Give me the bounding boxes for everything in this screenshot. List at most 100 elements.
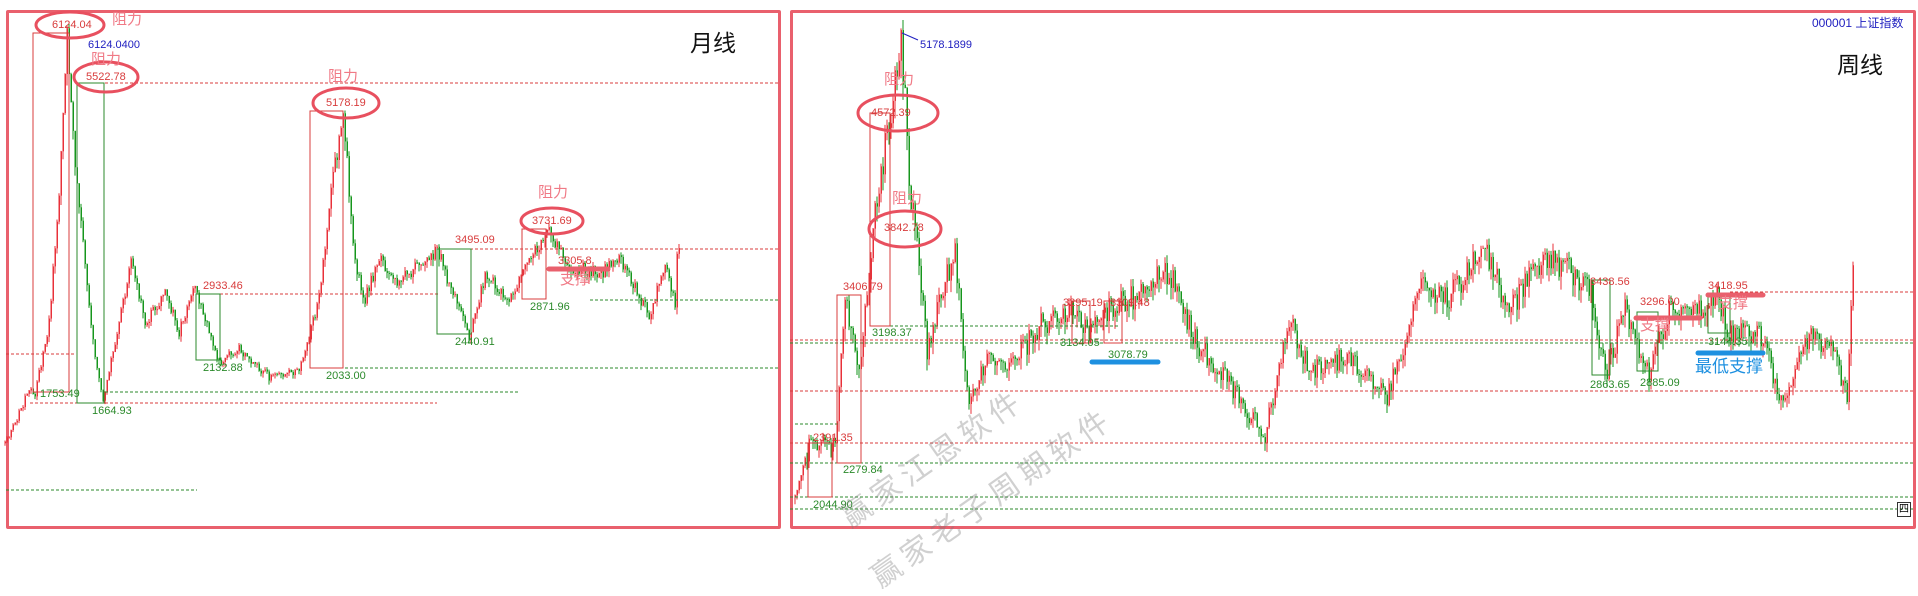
candle-body <box>1476 262 1478 264</box>
candle-body <box>230 351 232 355</box>
candle-body <box>1844 380 1846 384</box>
candle-body <box>1338 349 1340 371</box>
candle-body <box>1108 298 1110 322</box>
candle-body <box>52 266 54 301</box>
candle-body <box>952 262 954 264</box>
candle-body <box>1846 383 1848 403</box>
candle-body <box>206 321 208 323</box>
candle-body <box>1220 371 1222 381</box>
candle-body <box>1536 265 1538 267</box>
candle-body <box>1194 329 1196 344</box>
candle-body <box>1158 266 1160 280</box>
candle-body <box>1104 307 1106 313</box>
candle-body <box>1030 330 1032 336</box>
candle-body <box>540 239 542 250</box>
candle-body <box>1630 322 1632 330</box>
candle-body <box>42 351 44 367</box>
candle-body <box>58 195 60 222</box>
level-label: 2391.35 <box>813 432 853 444</box>
candle-body <box>1036 334 1038 341</box>
candle-body <box>60 151 62 196</box>
candle-body <box>494 277 496 289</box>
resistance-value: 3731.69 <box>532 215 572 227</box>
candle-body <box>1414 298 1416 305</box>
candle-body <box>972 388 974 397</box>
candle-body <box>1790 386 1792 388</box>
candle-body <box>1320 361 1322 374</box>
candle-body <box>894 70 896 101</box>
candle-body <box>1352 355 1354 367</box>
period-button[interactable]: 四 <box>1897 502 1911 517</box>
candle-body <box>128 268 130 284</box>
candle-body <box>1012 356 1014 359</box>
candle-body <box>1842 380 1844 386</box>
candle-body <box>1658 331 1660 343</box>
candle-body <box>1374 386 1376 389</box>
candle-body <box>306 342 308 351</box>
candle-body <box>626 265 628 271</box>
candle-body <box>288 369 290 373</box>
candle-body <box>1256 413 1258 428</box>
candle-body <box>820 441 822 446</box>
candle-body <box>1516 294 1518 310</box>
candle-body <box>368 287 370 292</box>
candle-body <box>472 319 474 333</box>
candle-body <box>1430 290 1432 298</box>
candle-body <box>1364 370 1366 376</box>
candle-body <box>960 288 962 320</box>
candle-body <box>1454 279 1456 281</box>
candle-body <box>816 441 818 451</box>
level-label: 3296.00 <box>1640 296 1680 308</box>
candle-body <box>982 366 984 376</box>
candle-body <box>22 407 24 409</box>
candle-body <box>184 317 186 322</box>
candle-body <box>1748 325 1750 337</box>
candle-body <box>1126 303 1128 312</box>
candle-body <box>1850 305 1852 354</box>
candle-body <box>618 255 620 263</box>
candle-body <box>1540 265 1542 275</box>
candle-body <box>280 372 282 375</box>
candle-body <box>1400 359 1402 361</box>
candle-body <box>1644 363 1646 367</box>
candle-body <box>1168 277 1170 285</box>
candle-body <box>1114 310 1116 317</box>
candle-body <box>1412 304 1414 322</box>
candle-body <box>106 380 108 392</box>
candle-body <box>992 354 994 362</box>
candle-body <box>918 237 920 266</box>
candle-body <box>528 258 530 263</box>
candle-body <box>964 350 966 372</box>
candle-body <box>800 475 802 482</box>
candle-body <box>616 260 618 263</box>
candle-body <box>1402 355 1404 360</box>
highlight-circle <box>519 206 585 236</box>
candle-body <box>430 253 432 260</box>
candle-body <box>630 272 632 284</box>
candle-body <box>4 441 6 444</box>
candle-body <box>834 438 836 444</box>
candle-body <box>818 445 820 451</box>
candle-body <box>208 322 210 333</box>
candle-body <box>1676 313 1678 315</box>
candle-body <box>1632 322 1634 330</box>
candle-body <box>574 272 576 274</box>
candle-body <box>1038 326 1040 341</box>
candle-body <box>330 187 332 209</box>
candle-body <box>322 259 324 283</box>
candle-body <box>1386 394 1388 406</box>
candle-body <box>1124 295 1126 312</box>
candle-body <box>1466 262 1468 281</box>
candle-body <box>1236 385 1238 387</box>
candle-body <box>1784 397 1786 401</box>
candle-body <box>54 248 56 267</box>
candle-body <box>338 136 340 160</box>
candle-body <box>1178 286 1180 292</box>
candle-body <box>154 307 156 311</box>
candle-body <box>954 243 956 263</box>
candle-body <box>1228 375 1230 382</box>
candle-body <box>500 288 502 294</box>
candle-body <box>108 372 110 381</box>
candle-body <box>1582 276 1584 288</box>
candle-body <box>1628 309 1630 330</box>
